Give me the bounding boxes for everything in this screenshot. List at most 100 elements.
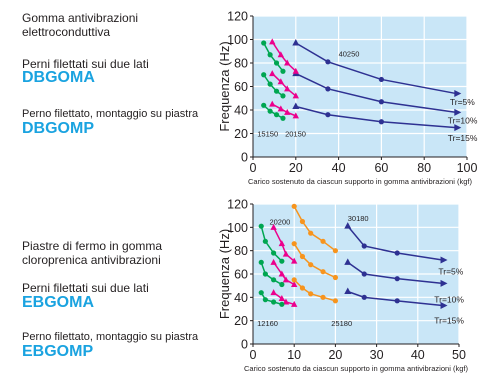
x-tick-label: 40 <box>411 348 425 362</box>
y-tick-label: 120 <box>227 10 248 24</box>
panel-2-code1: EBGOMA <box>22 294 94 311</box>
series-arrow-navy <box>440 279 448 287</box>
data-point-magenta <box>270 289 277 296</box>
y-tick-label: 40 <box>234 291 248 305</box>
panel-2-code2: EBGOMP <box>22 343 94 360</box>
series-arrow-navy <box>454 108 462 116</box>
data-point-magenta <box>269 70 276 77</box>
data-point-magenta <box>269 38 276 45</box>
data-point-navy <box>292 102 300 109</box>
data-point-navy <box>325 112 331 118</box>
panel-1-option2-label: Perno filettato, montaggio su piastra <box>22 108 199 120</box>
data-point-magenta <box>269 100 276 107</box>
data-point-navy <box>344 222 352 229</box>
x-axis-label: Carico sostenuto da ciascun supporto in … <box>244 364 468 373</box>
data-point-orange <box>332 274 338 281</box>
series-line-magenta <box>271 103 297 117</box>
y-tick-label: 80 <box>234 244 248 258</box>
series-line-green <box>260 292 283 306</box>
series-line-green <box>263 104 284 119</box>
data-point-magenta <box>282 276 290 283</box>
y-axis-label: Frequenza (Hz) <box>217 229 232 319</box>
data-point-green <box>261 102 267 108</box>
data-point-navy <box>378 76 384 83</box>
x-axis-label: Carico sostenuto da ciascun supporto in … <box>248 177 472 186</box>
panel-2-option1-label: Perni filettati sui due lati <box>22 281 149 295</box>
data-point-navy <box>394 276 400 282</box>
data-point-orange <box>332 298 338 304</box>
data-point-navy <box>361 294 367 300</box>
data-point-green <box>258 259 264 265</box>
data-point-green <box>261 72 267 78</box>
data-point-magenta <box>277 51 285 58</box>
data-point-green <box>273 60 280 66</box>
data-point-magenta <box>282 250 290 257</box>
data-point-green <box>267 52 273 58</box>
x-tick-label: 100 <box>457 161 478 175</box>
data-point-green <box>280 68 286 74</box>
data-point-orange <box>320 238 326 244</box>
data-point-orange <box>332 248 338 254</box>
y-axis-label: Frequenza (Hz) <box>217 41 232 131</box>
data-point-navy <box>378 99 384 105</box>
x-tick-label: 30 <box>370 348 384 362</box>
data-point-green <box>262 271 268 277</box>
series-arrow-navy <box>440 256 448 264</box>
data-point-green <box>271 299 277 305</box>
x-tick-label: 60 <box>374 161 388 175</box>
y-tick-label: 80 <box>234 57 248 71</box>
data-point-green <box>280 115 286 121</box>
data-point-magenta <box>291 300 298 307</box>
series-line-magenta <box>272 226 295 262</box>
data-point-navy <box>394 250 400 256</box>
y-tick-label: 20 <box>234 127 248 141</box>
data-point-orange <box>308 230 314 236</box>
series-line-navy <box>295 105 457 129</box>
panel-1-code1: DBGOMA <box>22 69 95 86</box>
data-point-magenta <box>292 67 299 74</box>
x-tick-label: 10 <box>287 348 301 362</box>
series-line-navy <box>347 261 443 285</box>
data-point-magenta <box>270 258 277 265</box>
annotation-label: 30180 <box>348 214 369 223</box>
x-tick-label: 0 <box>250 161 257 175</box>
data-point-orange <box>291 203 297 209</box>
series-line-navy <box>295 72 457 114</box>
data-point-orange <box>308 291 314 297</box>
annotation-label: 40250 <box>339 50 360 59</box>
data-point-orange <box>299 285 306 291</box>
data-point-navy <box>344 287 352 294</box>
series-line-navy <box>347 290 443 307</box>
x-tick-label: 20 <box>328 348 342 362</box>
series-line-navy <box>347 225 443 261</box>
data-point-navy <box>361 271 367 277</box>
annotation-label: Tr=15% <box>448 133 478 143</box>
data-point-green <box>271 250 277 256</box>
panel-1-heading: Gomma antivibrazioni elettroconduttiva <box>22 11 139 39</box>
annotation-label: 20200 <box>269 218 290 227</box>
series-line-green <box>263 74 284 97</box>
data-point-magenta <box>278 295 286 301</box>
series-line-green <box>260 225 283 262</box>
data-point-green <box>267 108 273 114</box>
x-tick-label: 40 <box>332 161 346 175</box>
series-line-magenta <box>272 261 295 286</box>
series-line-navy <box>295 42 457 95</box>
data-point-orange <box>299 253 306 260</box>
data-point-magenta <box>292 112 299 119</box>
panel-2: Piastre di fermo in gomma cloroprenica a… <box>0 188 479 376</box>
data-point-magenta <box>282 298 290 305</box>
data-point-green <box>279 258 285 264</box>
annotation-label: Tr=5% <box>450 97 475 107</box>
series-line-magenta <box>271 41 297 72</box>
data-point-green <box>279 281 285 288</box>
data-point-navy <box>325 59 331 65</box>
annotation-label: Tr=15% <box>434 316 464 326</box>
data-point-orange <box>291 241 297 247</box>
data-point-magenta <box>278 240 286 247</box>
data-point-green <box>261 40 267 46</box>
data-point-magenta <box>291 257 298 264</box>
y-tick-label: 100 <box>227 33 248 47</box>
data-point-green <box>258 223 264 229</box>
